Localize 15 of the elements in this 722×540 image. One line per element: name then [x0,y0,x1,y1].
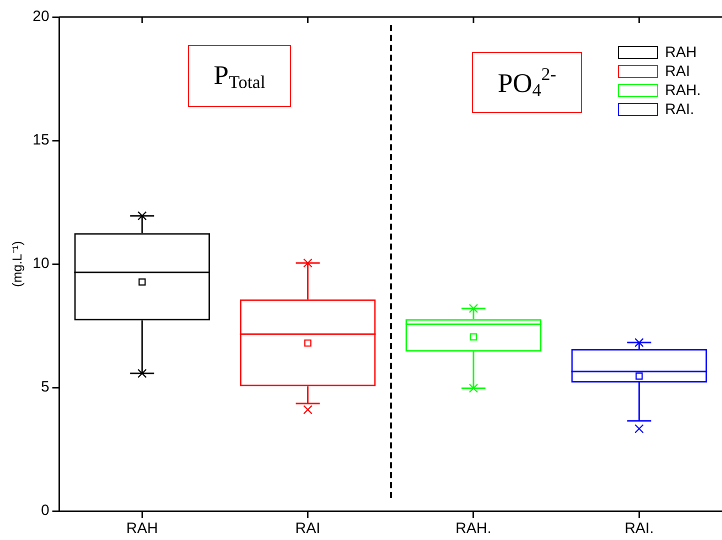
legend-label: RAH. [665,82,701,99]
legend-label: RAI [665,63,690,80]
y-tick-label: 10 [32,255,50,272]
annotation: P$_{Total}$ [214,60,266,92]
y-tick-label: 5 [40,378,50,396]
y-axis-title: (mg.L⁻¹) [9,241,24,287]
x-tick-label: RAH. [456,520,492,538]
x-tick-label: RAI [295,520,320,538]
legend-label: RAH [665,44,697,61]
y-tick-label: 0 [40,502,50,520]
y-tick-label: 20 [32,8,50,26]
x-tick-label: RAH [126,520,158,538]
y-tick-label: 15 [32,132,50,149]
x-tick-label: RAI. [624,520,654,538]
legend-label: RAI. [665,101,694,118]
